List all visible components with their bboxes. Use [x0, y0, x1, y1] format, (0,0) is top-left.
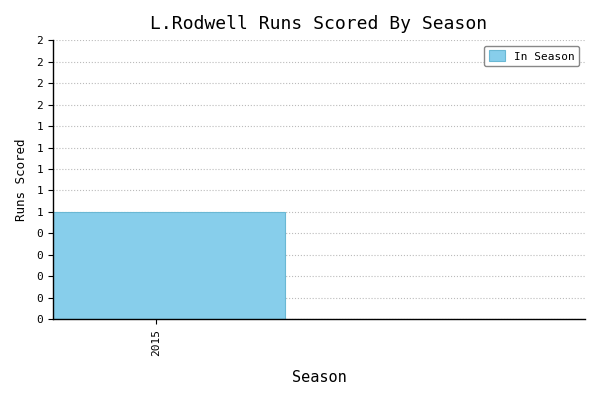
- Legend: In Season: In Season: [484, 46, 580, 66]
- X-axis label: Season: Season: [292, 370, 346, 385]
- Bar: [27, 212, 284, 319]
- Y-axis label: Runs Scored: Runs Scored: [15, 138, 28, 221]
- Title: L.Rodwell Runs Scored By Season: L.Rodwell Runs Scored By Season: [151, 15, 487, 33]
